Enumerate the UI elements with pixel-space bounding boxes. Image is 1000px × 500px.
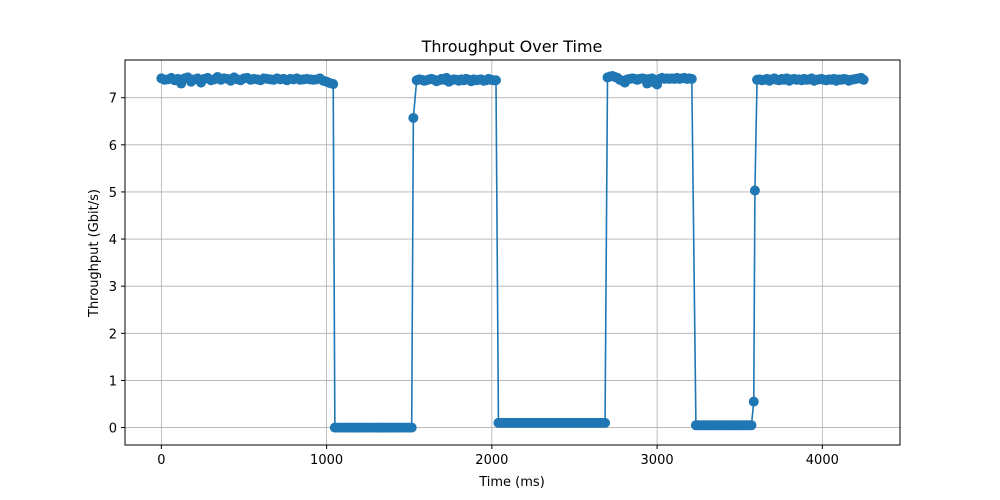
y-tick-label: 0: [109, 422, 117, 437]
y-tick-label: 3: [109, 280, 117, 295]
y-axis-label: Throughput (Gbit/s): [87, 189, 102, 318]
x-tick-label: 3000: [641, 453, 674, 468]
x-tick-label: 4000: [806, 453, 839, 468]
grid-lines: [125, 60, 900, 445]
chart-title: Throughput Over Time: [421, 37, 603, 56]
x-tick-label: 1000: [310, 453, 343, 468]
data-point: [600, 417, 611, 428]
data-point: [406, 422, 417, 433]
x-tick-label: 0: [157, 453, 165, 468]
y-tick-label: 7: [109, 92, 117, 107]
data-point: [686, 73, 697, 84]
x-tick-label: 2000: [475, 453, 508, 468]
y-tick-label: 4: [109, 233, 117, 248]
data-point: [748, 396, 759, 407]
series-line: [161, 75, 865, 429]
y-tick-label: 6: [109, 139, 117, 154]
ticks-layer: 0 1000 2000 3000 4000 0 1 2 3 4 5 6 7: [109, 92, 839, 468]
series-layer: [156, 71, 869, 433]
x-axis-label: Time (ms): [478, 475, 545, 490]
y-tick-label: 5: [109, 186, 117, 201]
data-point: [408, 112, 419, 123]
data-point: [490, 75, 501, 86]
y-tick-label: 2: [109, 327, 117, 342]
plot-area-frame: [124, 59, 901, 446]
data-point: [749, 185, 760, 196]
data-point: [746, 420, 757, 431]
data-point: [328, 79, 339, 90]
data-point: [858, 74, 869, 85]
y-tick-label: 1: [109, 374, 117, 389]
axes-frame: [124, 59, 901, 446]
